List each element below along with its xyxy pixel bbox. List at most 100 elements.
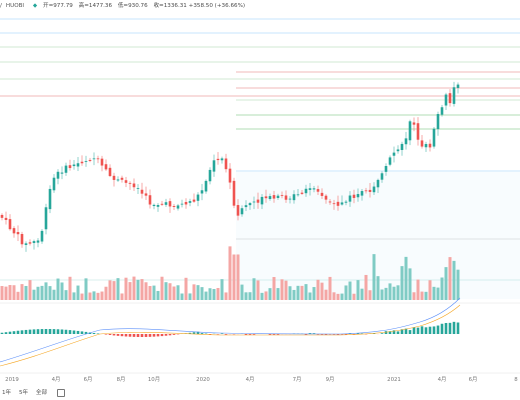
candle-body [404,138,408,145]
volume-bar [332,292,336,300]
macd-bar [400,329,404,334]
x-axis-tick-label: 4月 [438,376,447,383]
macd-bar [336,334,340,335]
volume-bar [116,278,120,300]
macd-bar [60,329,64,334]
volume-bar [408,268,412,300]
macd-bar [448,322,452,334]
volume-bar [424,291,428,300]
volume-bar [4,286,8,300]
macd-bar [120,334,124,337]
legend-close: 收=1336.31 +358.50 (+36.66%) [153,3,246,9]
volume-bar [40,285,44,300]
candle-body [428,143,432,148]
candle-body [424,144,428,148]
volume-bar [124,277,128,300]
volume-bar [32,289,36,300]
volume-bar [336,293,340,300]
macd-bar [188,332,192,334]
calendar-icon[interactable] [56,388,65,397]
fib-lines-left [0,18,520,97]
candle-body [4,217,8,220]
candle-body [96,158,100,160]
volume-bar [20,284,24,300]
volume-bar [192,284,196,300]
volume-bar [264,291,268,300]
volume-bar [448,257,452,300]
macd-bar [148,334,152,337]
volume-bar [24,285,28,300]
macd-bar [8,331,12,334]
candle-body [48,188,52,210]
volume-bar [412,292,416,300]
range-1y-button[interactable]: 1年 [2,390,12,396]
macd-bar [152,334,156,337]
candle-body [276,195,280,198]
legend-exchange: HUOBI [5,3,25,9]
candle-body [224,158,228,170]
macd-line-orange [0,304,461,367]
volume-bar [452,260,456,300]
range-5y-button[interactable]: 5年 [18,390,29,396]
volume-bar [60,282,64,300]
volume-bar [196,285,200,300]
candle-body [76,163,80,167]
candle-body [32,241,36,244]
macd-bar [88,332,92,334]
macd-bar [416,327,420,334]
candle-body [12,228,16,234]
volume-bar [236,254,240,300]
volume-bar [208,288,212,300]
volume-bar [260,292,264,300]
candle-body [412,122,416,125]
candle-body [284,195,288,200]
candle-body [324,195,328,200]
volume-bar [0,286,4,300]
x-axis-tick-label: 8月 [117,376,126,383]
candle-body [148,195,152,205]
candle-body [124,180,128,183]
candle-body [360,191,364,196]
macd-bar [332,334,336,335]
volume-bar [276,288,280,300]
x-axis-tick-label: 2020 [196,377,210,383]
macd-bar [56,329,60,334]
legend-marker-icon: ◆ [32,3,38,9]
volume-bar [220,279,224,300]
macd-bar [272,334,276,335]
volume-bar [228,246,232,300]
macd-bar [140,334,144,337]
macd-bar [128,334,132,337]
volume-bar [164,282,168,300]
macd-bar [104,334,108,335]
candle-body [332,203,336,205]
candle-body [60,172,64,174]
candle-body [396,149,400,152]
macd-bar [316,334,320,335]
volume-bar [88,292,92,300]
volume-bar [144,282,148,300]
candle-body [340,202,344,205]
candle-body [304,188,308,194]
macd-bar [224,334,228,335]
candle-body [320,192,324,196]
x-axis-tick-label: 6月 [84,376,93,383]
macd-bar [164,334,168,336]
candle-body [292,194,296,201]
macd-bar [244,334,248,335]
candle-body [216,158,220,161]
candle-body [308,188,312,190]
candle-body [368,189,372,192]
candle-body [268,196,272,200]
range-all-button[interactable]: 全部 [35,390,48,396]
volume-bar [420,291,424,300]
volume-bar [104,286,108,300]
volume-bar [392,286,396,300]
candle-body [128,182,132,184]
candle-body [8,219,12,230]
candle-body [420,140,424,147]
candle-body [400,143,404,151]
candle-body [204,180,208,192]
candle-body [184,201,188,205]
